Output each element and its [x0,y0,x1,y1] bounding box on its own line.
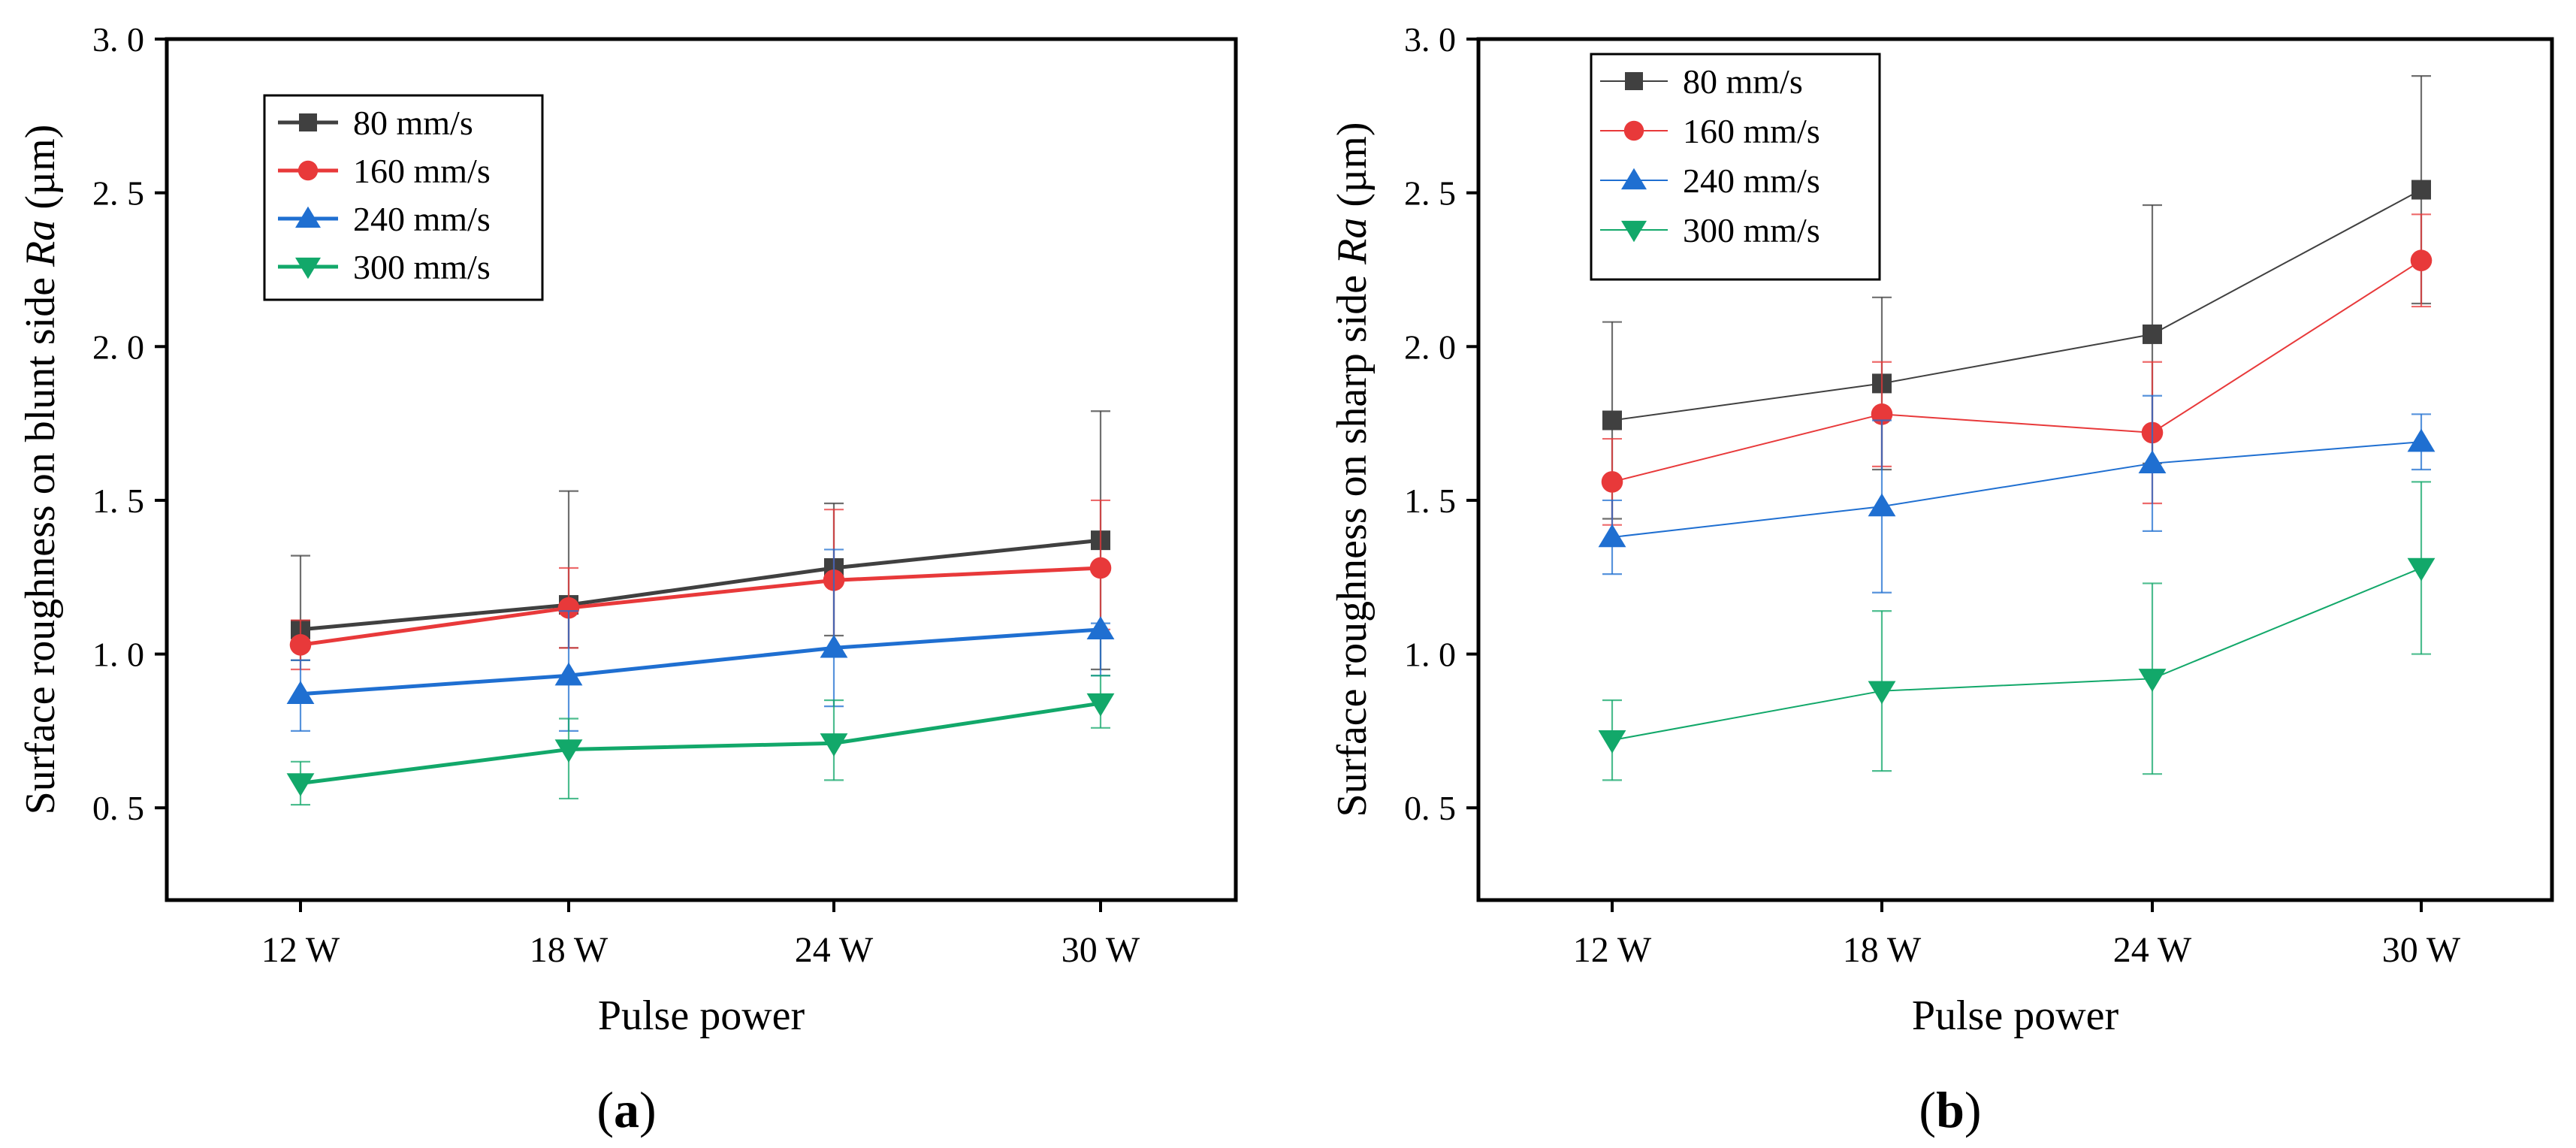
x-tick-label: 24 W [2113,930,2192,970]
legend-marker [294,206,322,228]
data-point [1089,557,1112,579]
x-tick-label: 30 W [2382,930,2461,970]
y-tick-label: 2. 5 [1404,174,1456,213]
panel-label: (b) [1919,1081,1981,1138]
legend-label: 160 mm/s [1683,112,1820,150]
x-tick-label: 18 W [1843,930,1922,970]
legend-label: 300 mm/s [353,248,491,286]
data-point [289,633,312,656]
y-tick-label: 0. 5 [92,789,144,827]
series-triangle-down [286,675,1115,806]
y-axis-title: Surface roughness on blunt side Ra (µm) [17,125,64,815]
plot-frame [1476,37,2554,902]
data-point [1601,471,1623,493]
y-tick-label: 2. 0 [1404,328,1456,366]
y-tick-label: 0. 5 [1404,789,1456,827]
legend-marker [1620,168,1647,190]
plot-frame [165,37,1238,902]
data-point [2407,557,2436,582]
y-tick-label: 1. 0 [92,636,144,674]
y-tick-label: 1. 5 [1404,482,1456,520]
panel-label: (a) [596,1081,656,1138]
data-point [820,634,848,658]
series-triangle-up [1598,394,2436,594]
x-axis-title: Pulse power [598,992,805,1039]
legend-marker [294,257,322,279]
data-point [286,681,315,704]
panel-b: 0. 5 1. 0 1. 5 2. 0 2. 5 3. 0 12 W 18 W 24 W 30 W… [1329,20,2554,1138]
legend-marker [297,160,319,181]
legend-label: 160 mm/s [353,152,491,190]
data-point [1598,524,1626,548]
data-point [2410,249,2433,271]
data-point [557,597,580,619]
data-point [1598,730,1626,754]
legend-marker [299,113,317,131]
legend-marker [1625,72,1643,90]
series-line [1611,189,2422,421]
legend-label: 240 mm/s [1683,162,1820,200]
x-tick-label: 12 W [261,930,340,970]
data-point [1868,681,1896,705]
y-tick-label: 2. 5 [92,174,144,213]
data-point [2411,180,2431,200]
legend-label: 80 mm/s [1683,62,1803,101]
data-point [554,739,583,763]
legend: 80 mm/s 160 mm/s 240 mm/s 300 mm/s [263,94,544,301]
data-point [1602,410,1622,430]
legend: 80 mm/s 160 mm/s 240 mm/s 300 mm/s [1590,53,1881,281]
y-tick-label: 3. 0 [1404,20,1456,59]
x-tick-label: 24 W [795,930,874,970]
y-axis-title: Surface roughness on sharp side Ra (µm) [1329,122,1376,817]
data-point [2143,324,2162,344]
series-triangle-down [1598,481,2436,781]
data-point [1086,693,1115,717]
data-point [2138,669,2167,692]
data-point [286,773,315,797]
series-triangle-up [286,548,1115,732]
data-point [820,733,848,757]
series-line [300,627,1101,696]
legend-label: 80 mm/s [353,104,473,142]
series-line [1611,567,2422,742]
legend-marker [1623,120,1644,141]
series-line [300,566,1101,647]
y-tick-label: 1. 5 [92,482,144,520]
legend-box [1590,53,1881,281]
data-point [1086,616,1115,639]
legend-marker [1620,220,1647,243]
x-tick-label: 18 W [530,930,609,970]
x-axis-title: Pulse power [1912,992,2119,1039]
x-tick-label: 12 W [1573,930,1652,970]
data-point [2407,428,2436,452]
y-tick-label: 3. 0 [92,20,144,59]
series-line [300,538,1101,632]
series-line [1611,441,2422,539]
legend-label: 300 mm/s [1683,211,1820,249]
panel-a: 0. 5 1. 0 1. 5 2. 0 2. 5 3. 0 12 W 18 W 24 W 30 W… [17,20,1238,1138]
series-line [300,701,1101,785]
data-point [1868,493,1896,517]
x-tick-label: 30 W [1062,930,1140,970]
data-point [2138,450,2167,473]
legend-label: 240 mm/s [353,200,491,238]
series-line [1611,259,2422,483]
y-tick-label: 1. 0 [1404,636,1456,674]
data-point [554,662,583,686]
y-tick-label: 2. 0 [92,328,144,366]
